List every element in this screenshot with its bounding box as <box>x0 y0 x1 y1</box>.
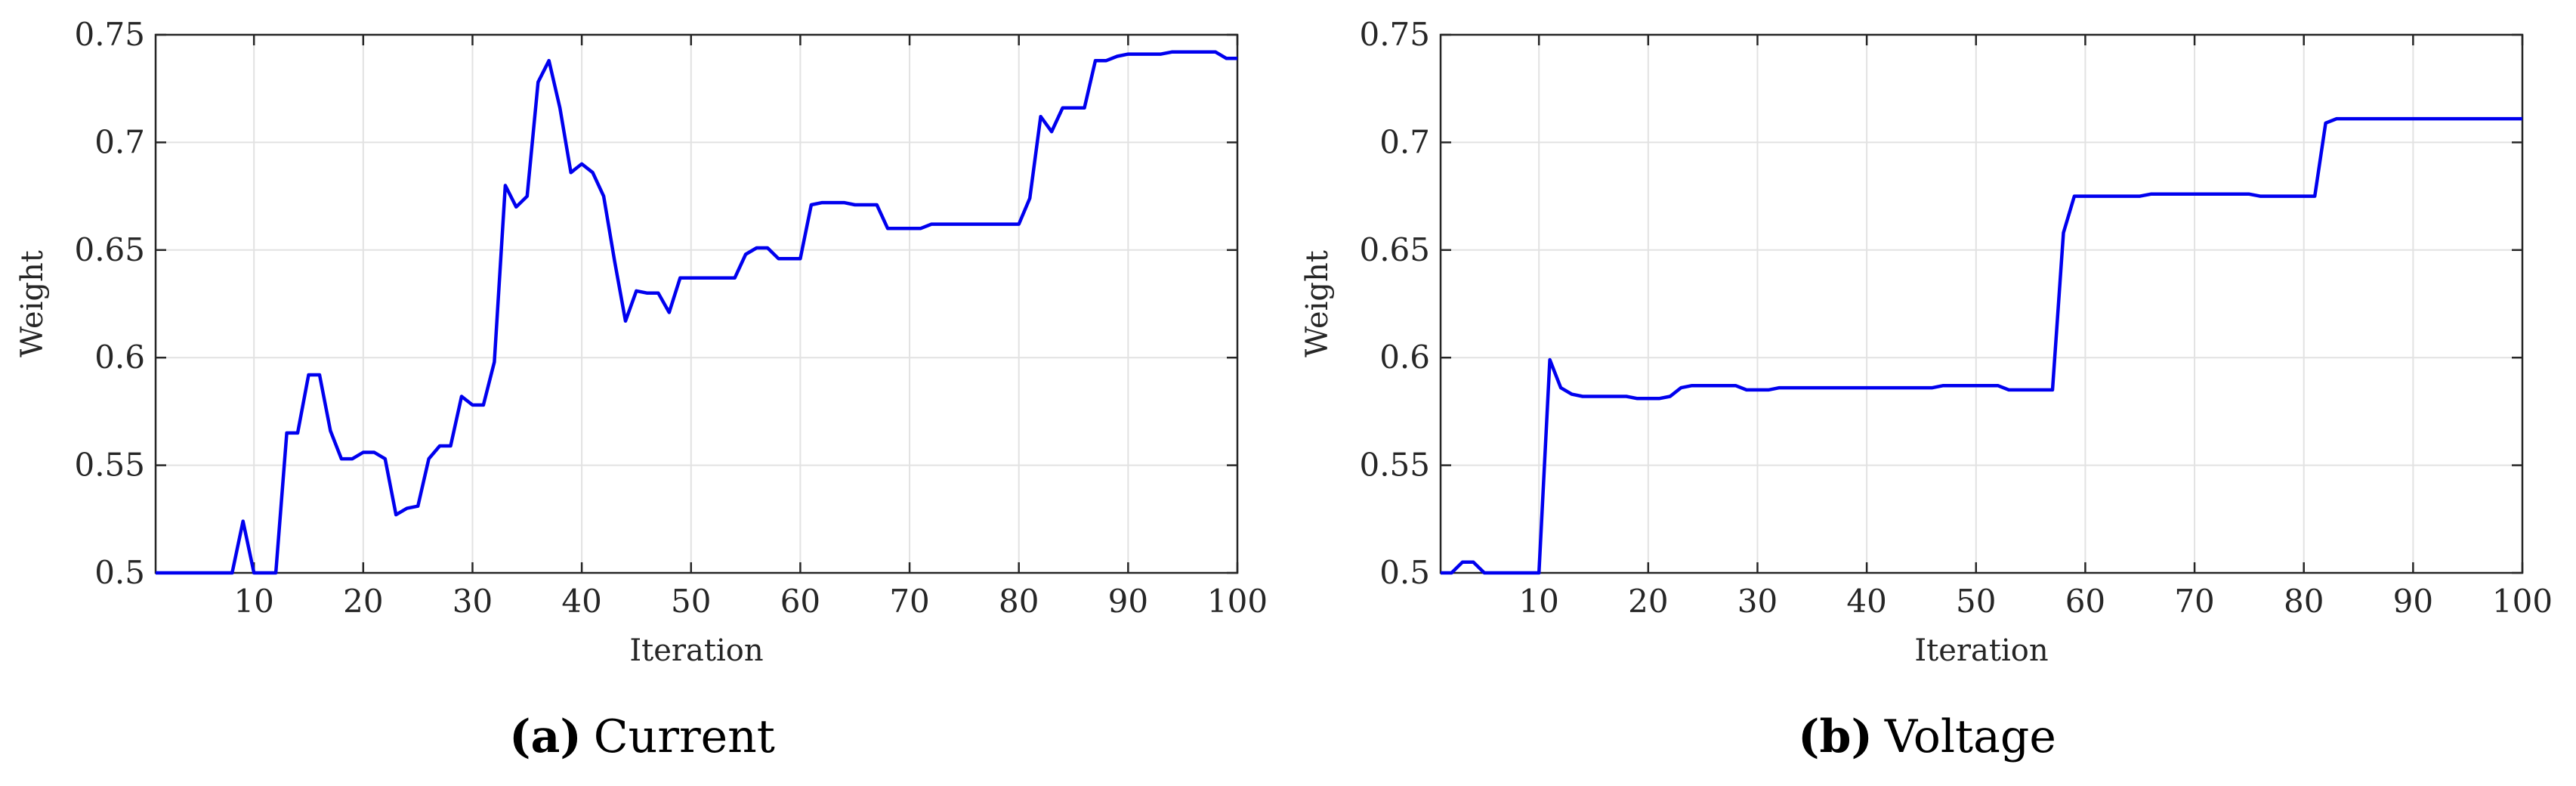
x-axis-label: Iteration <box>1914 633 2048 668</box>
series-line <box>156 50 1237 575</box>
chart-voltage: 10 20 30 40 50 60 70 80 90 100 0.5 0.55 0.6 0.65 0.7 0.… <box>1300 16 2553 763</box>
x-tick-label: 20 <box>343 583 383 620</box>
x-tick-label: 100 <box>1207 583 1268 620</box>
caption-text: Voltage <box>1884 710 2056 763</box>
y-tick-label: 0.6 <box>1379 339 1430 376</box>
caption-letter: (b) <box>1798 710 1873 763</box>
x-tick-label: 10 <box>1518 583 1558 620</box>
y-tick-label: 0.55 <box>1359 447 1430 484</box>
subfigure-caption: (a) Current <box>509 710 775 763</box>
x-axis-label: Iteration <box>629 633 763 668</box>
caption-letter: (a) <box>509 710 582 763</box>
x-tick-label: 80 <box>999 583 1039 620</box>
axes-frame <box>154 33 1239 574</box>
subfigure-caption: (b) Voltage <box>1798 710 2056 763</box>
y-tick-label: 0.5 <box>94 554 145 591</box>
y-tick-label: 0.6 <box>94 339 145 376</box>
x-tick-label: 70 <box>889 583 929 620</box>
x-tick-label: 80 <box>2284 583 2324 620</box>
y-tick-label: 0.7 <box>94 123 145 160</box>
y-tick-label: 0.55 <box>74 447 145 484</box>
y-tick-label: 0.7 <box>1379 123 1430 160</box>
x-tick-label: 60 <box>780 583 820 620</box>
x-tick-label: 20 <box>1628 583 1668 620</box>
y-tick-label: 0.65 <box>74 231 145 268</box>
y-tick-label: 0.5 <box>1379 554 1430 591</box>
x-tick-label: 30 <box>1737 583 1778 620</box>
x-tick-label: 70 <box>2174 583 2214 620</box>
series-line <box>1441 116 2522 575</box>
x-tick-label: 30 <box>452 583 493 620</box>
caption-text: Current <box>594 710 775 763</box>
x-tick-label: 50 <box>1956 583 1996 620</box>
x-tick-label: 90 <box>2393 583 2433 620</box>
plot-area <box>156 35 1237 573</box>
y-axis-label: Weight <box>15 250 50 357</box>
x-tick-label: 50 <box>671 583 711 620</box>
x-tick-label: 40 <box>1846 583 1886 620</box>
chart-current: 10 20 30 40 50 60 70 80 90 100 0.5 0.55 0.6 0.65 0.7 0.… <box>15 16 1268 763</box>
x-tick-label: 90 <box>1108 583 1148 620</box>
y-tick-label: 0.65 <box>1359 231 1430 268</box>
x-tick-label: 100 <box>2492 583 2553 620</box>
x-tick-label: 10 <box>233 583 273 620</box>
x-tick-label: 40 <box>561 583 601 620</box>
y-tick-label: 0.75 <box>1359 16 1430 53</box>
plot-area <box>1441 35 2522 573</box>
axes-frame <box>1439 33 2524 574</box>
x-tick-label: 60 <box>2065 583 2105 620</box>
y-tick-label: 0.75 <box>74 16 145 53</box>
y-axis-label: Weight <box>1300 250 1335 357</box>
